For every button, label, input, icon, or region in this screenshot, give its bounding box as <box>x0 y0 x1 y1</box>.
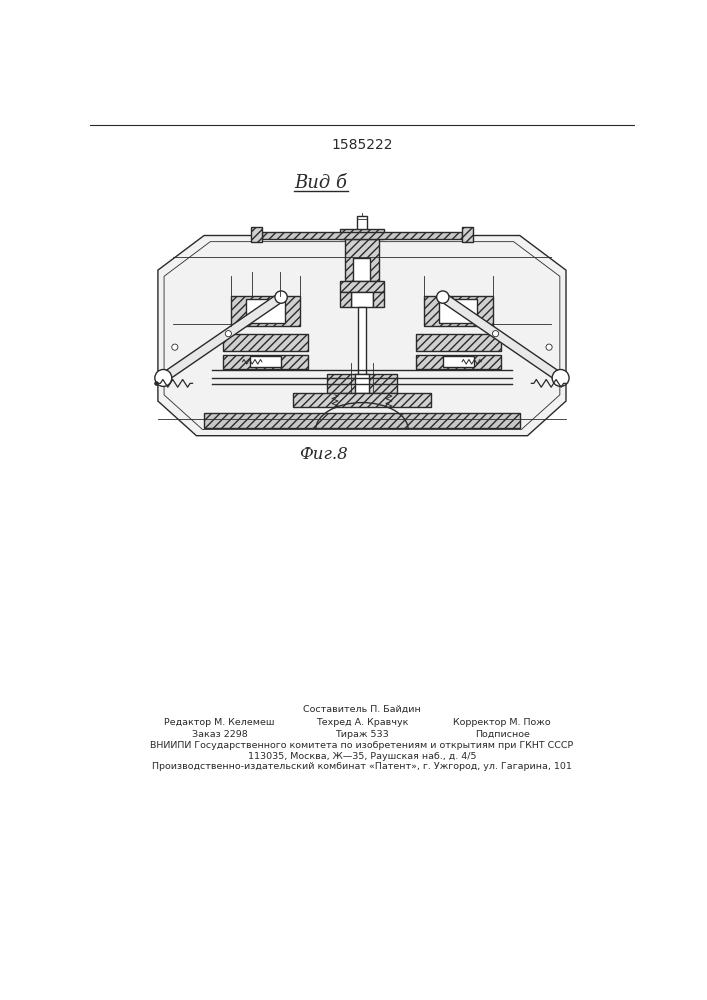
Bar <box>358 307 366 401</box>
Bar <box>327 374 397 393</box>
Circle shape <box>226 331 231 337</box>
Bar <box>247 299 285 323</box>
Bar <box>340 292 351 307</box>
Bar <box>293 393 431 407</box>
Bar <box>439 299 477 323</box>
Bar <box>416 355 501 369</box>
Bar <box>340 229 383 239</box>
Bar <box>462 227 473 242</box>
Bar <box>373 292 383 307</box>
Bar <box>355 374 369 393</box>
Bar <box>262 232 462 239</box>
Text: Корректор М. Пожо: Корректор М. Пожо <box>453 718 551 727</box>
Bar <box>223 355 308 369</box>
Text: Тираж 533: Тираж 533 <box>335 730 389 739</box>
Bar <box>416 334 501 351</box>
Polygon shape <box>158 235 566 436</box>
Text: Техред А. Кравчук: Техред А. Кравчук <box>316 718 408 727</box>
Text: ВНИИПИ Государственного комитета по изобретениям и открытиям при ГКНТ СССР: ВНИИПИ Государственного комитета по изоб… <box>151 741 573 750</box>
Bar <box>340 229 383 239</box>
Bar <box>223 334 308 351</box>
Text: Подписное: Подписное <box>474 730 530 739</box>
Circle shape <box>275 291 287 303</box>
Circle shape <box>546 344 552 350</box>
Text: 113035, Москва, Ж—35, Раушская наб., д. 4/5: 113035, Москва, Ж—35, Раушская наб., д. … <box>247 752 477 761</box>
Bar <box>262 232 462 239</box>
Circle shape <box>437 291 449 303</box>
Bar <box>223 334 308 351</box>
Bar <box>351 292 373 307</box>
Text: Производственно-издательский комбинат «Патент», г. Ужгород, ул. Гагарина, 101: Производственно-издательский комбинат «П… <box>152 762 572 771</box>
Circle shape <box>493 331 498 337</box>
Text: Фиг.8: Фиг.8 <box>299 446 348 463</box>
Text: 1585222: 1585222 <box>331 138 392 152</box>
Bar <box>356 216 368 230</box>
Circle shape <box>552 369 569 386</box>
Circle shape <box>155 369 172 386</box>
Bar <box>293 393 431 407</box>
Bar <box>251 227 262 242</box>
Bar <box>231 296 300 326</box>
Polygon shape <box>440 293 563 382</box>
Bar <box>223 355 308 369</box>
Bar <box>250 356 281 367</box>
Bar <box>340 292 351 307</box>
Bar <box>423 296 493 326</box>
Polygon shape <box>160 293 284 382</box>
Circle shape <box>172 344 178 350</box>
Text: Редактор М. Келемеш: Редактор М. Келемеш <box>164 718 275 727</box>
Bar <box>443 356 474 367</box>
Bar <box>327 374 397 393</box>
Bar <box>204 413 520 428</box>
Bar <box>423 296 493 326</box>
Text: Заказ 2298: Заказ 2298 <box>192 730 247 739</box>
Bar <box>345 239 379 281</box>
Bar <box>204 413 520 428</box>
Bar <box>373 292 383 307</box>
Bar <box>345 239 379 281</box>
Bar <box>231 296 300 326</box>
Bar <box>416 334 501 351</box>
Text: Вид б: Вид б <box>295 174 348 192</box>
Bar <box>416 355 501 369</box>
Bar <box>462 227 473 242</box>
Bar <box>354 258 370 281</box>
Bar <box>340 281 383 292</box>
Bar <box>251 227 262 242</box>
Text: Составитель П. Байдин: Составитель П. Байдин <box>303 705 421 714</box>
Bar <box>340 281 383 292</box>
